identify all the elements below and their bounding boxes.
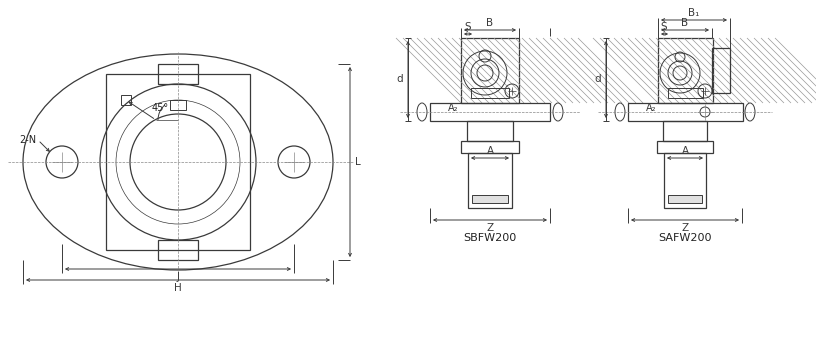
Text: H: H (174, 283, 182, 293)
Text: S: S (661, 22, 667, 32)
Bar (664, 153, 706, 208)
Bar (106, 74, 250, 250)
Text: d: d (397, 74, 403, 84)
Bar (461, 38, 519, 103)
Bar (628, 103, 743, 121)
Text: B: B (486, 18, 494, 28)
Text: d: d (595, 74, 601, 84)
Text: A: A (681, 146, 689, 156)
Text: SBFW200: SBFW200 (463, 233, 517, 243)
Text: J: J (176, 272, 180, 282)
Text: Z: Z (486, 223, 494, 233)
Text: A₂: A₂ (646, 103, 657, 113)
Bar (472, 195, 508, 203)
Text: SAFW200: SAFW200 (659, 233, 712, 243)
Bar (158, 64, 198, 84)
Bar (471, 88, 509, 98)
Bar (658, 38, 713, 103)
Text: B: B (681, 18, 689, 28)
Bar (467, 121, 513, 141)
Bar (712, 48, 730, 93)
Bar (121, 95, 131, 105)
Bar (430, 103, 550, 121)
Bar (170, 100, 186, 110)
Text: A₂: A₂ (448, 103, 459, 113)
Bar (663, 121, 707, 141)
Text: S: S (464, 22, 472, 32)
Text: A: A (486, 146, 494, 156)
Bar (158, 240, 198, 260)
Text: 45°: 45° (152, 103, 169, 113)
Bar (668, 195, 702, 203)
Text: B₁: B₁ (689, 8, 699, 18)
Text: Z: Z (681, 223, 689, 233)
Bar (668, 88, 703, 98)
Text: L: L (355, 157, 361, 167)
Text: 2-N: 2-N (19, 135, 36, 145)
Bar (657, 141, 713, 153)
Bar (468, 153, 512, 208)
Bar (461, 141, 519, 153)
